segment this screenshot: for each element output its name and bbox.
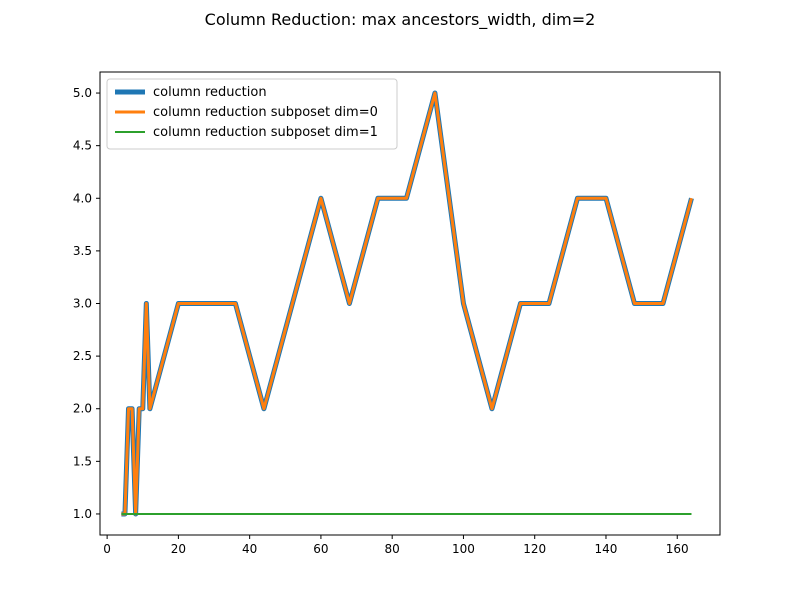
y-tick-label: 2.0	[73, 402, 92, 416]
chart-title: Column Reduction: max ancestors_width, d…	[204, 10, 596, 29]
y-tick-label: 1.0	[73, 507, 92, 521]
y-tick-label: 2.5	[73, 349, 92, 363]
x-tick-label: 40	[242, 542, 257, 556]
y-tick-label: 3.0	[73, 297, 92, 311]
x-tick-label: 0	[103, 542, 111, 556]
x-tick-label: 60	[313, 542, 328, 556]
y-tick-label: 1.5	[73, 454, 92, 468]
legend-label-0: column reduction	[153, 85, 267, 100]
legend-label-1: column reduction subposet dim=0	[153, 105, 378, 120]
y-tick-label: 5.0	[73, 86, 92, 100]
y-tick-label: 3.5	[73, 244, 92, 258]
x-tick-label: 140	[595, 542, 618, 556]
legend-label-2: column reduction subposet dim=1	[153, 125, 378, 140]
x-tick-label: 80	[385, 542, 400, 556]
legend-box	[106, 78, 398, 150]
x-tick-label: 160	[666, 542, 689, 556]
x-tick-label: 20	[171, 542, 186, 556]
y-tick-label: 4.0	[73, 191, 92, 205]
series-line-1	[121, 91, 693, 516]
y-tick-label: 4.5	[73, 139, 92, 153]
x-tick-label: 120	[523, 542, 546, 556]
x-tick-label: 100	[452, 542, 475, 556]
